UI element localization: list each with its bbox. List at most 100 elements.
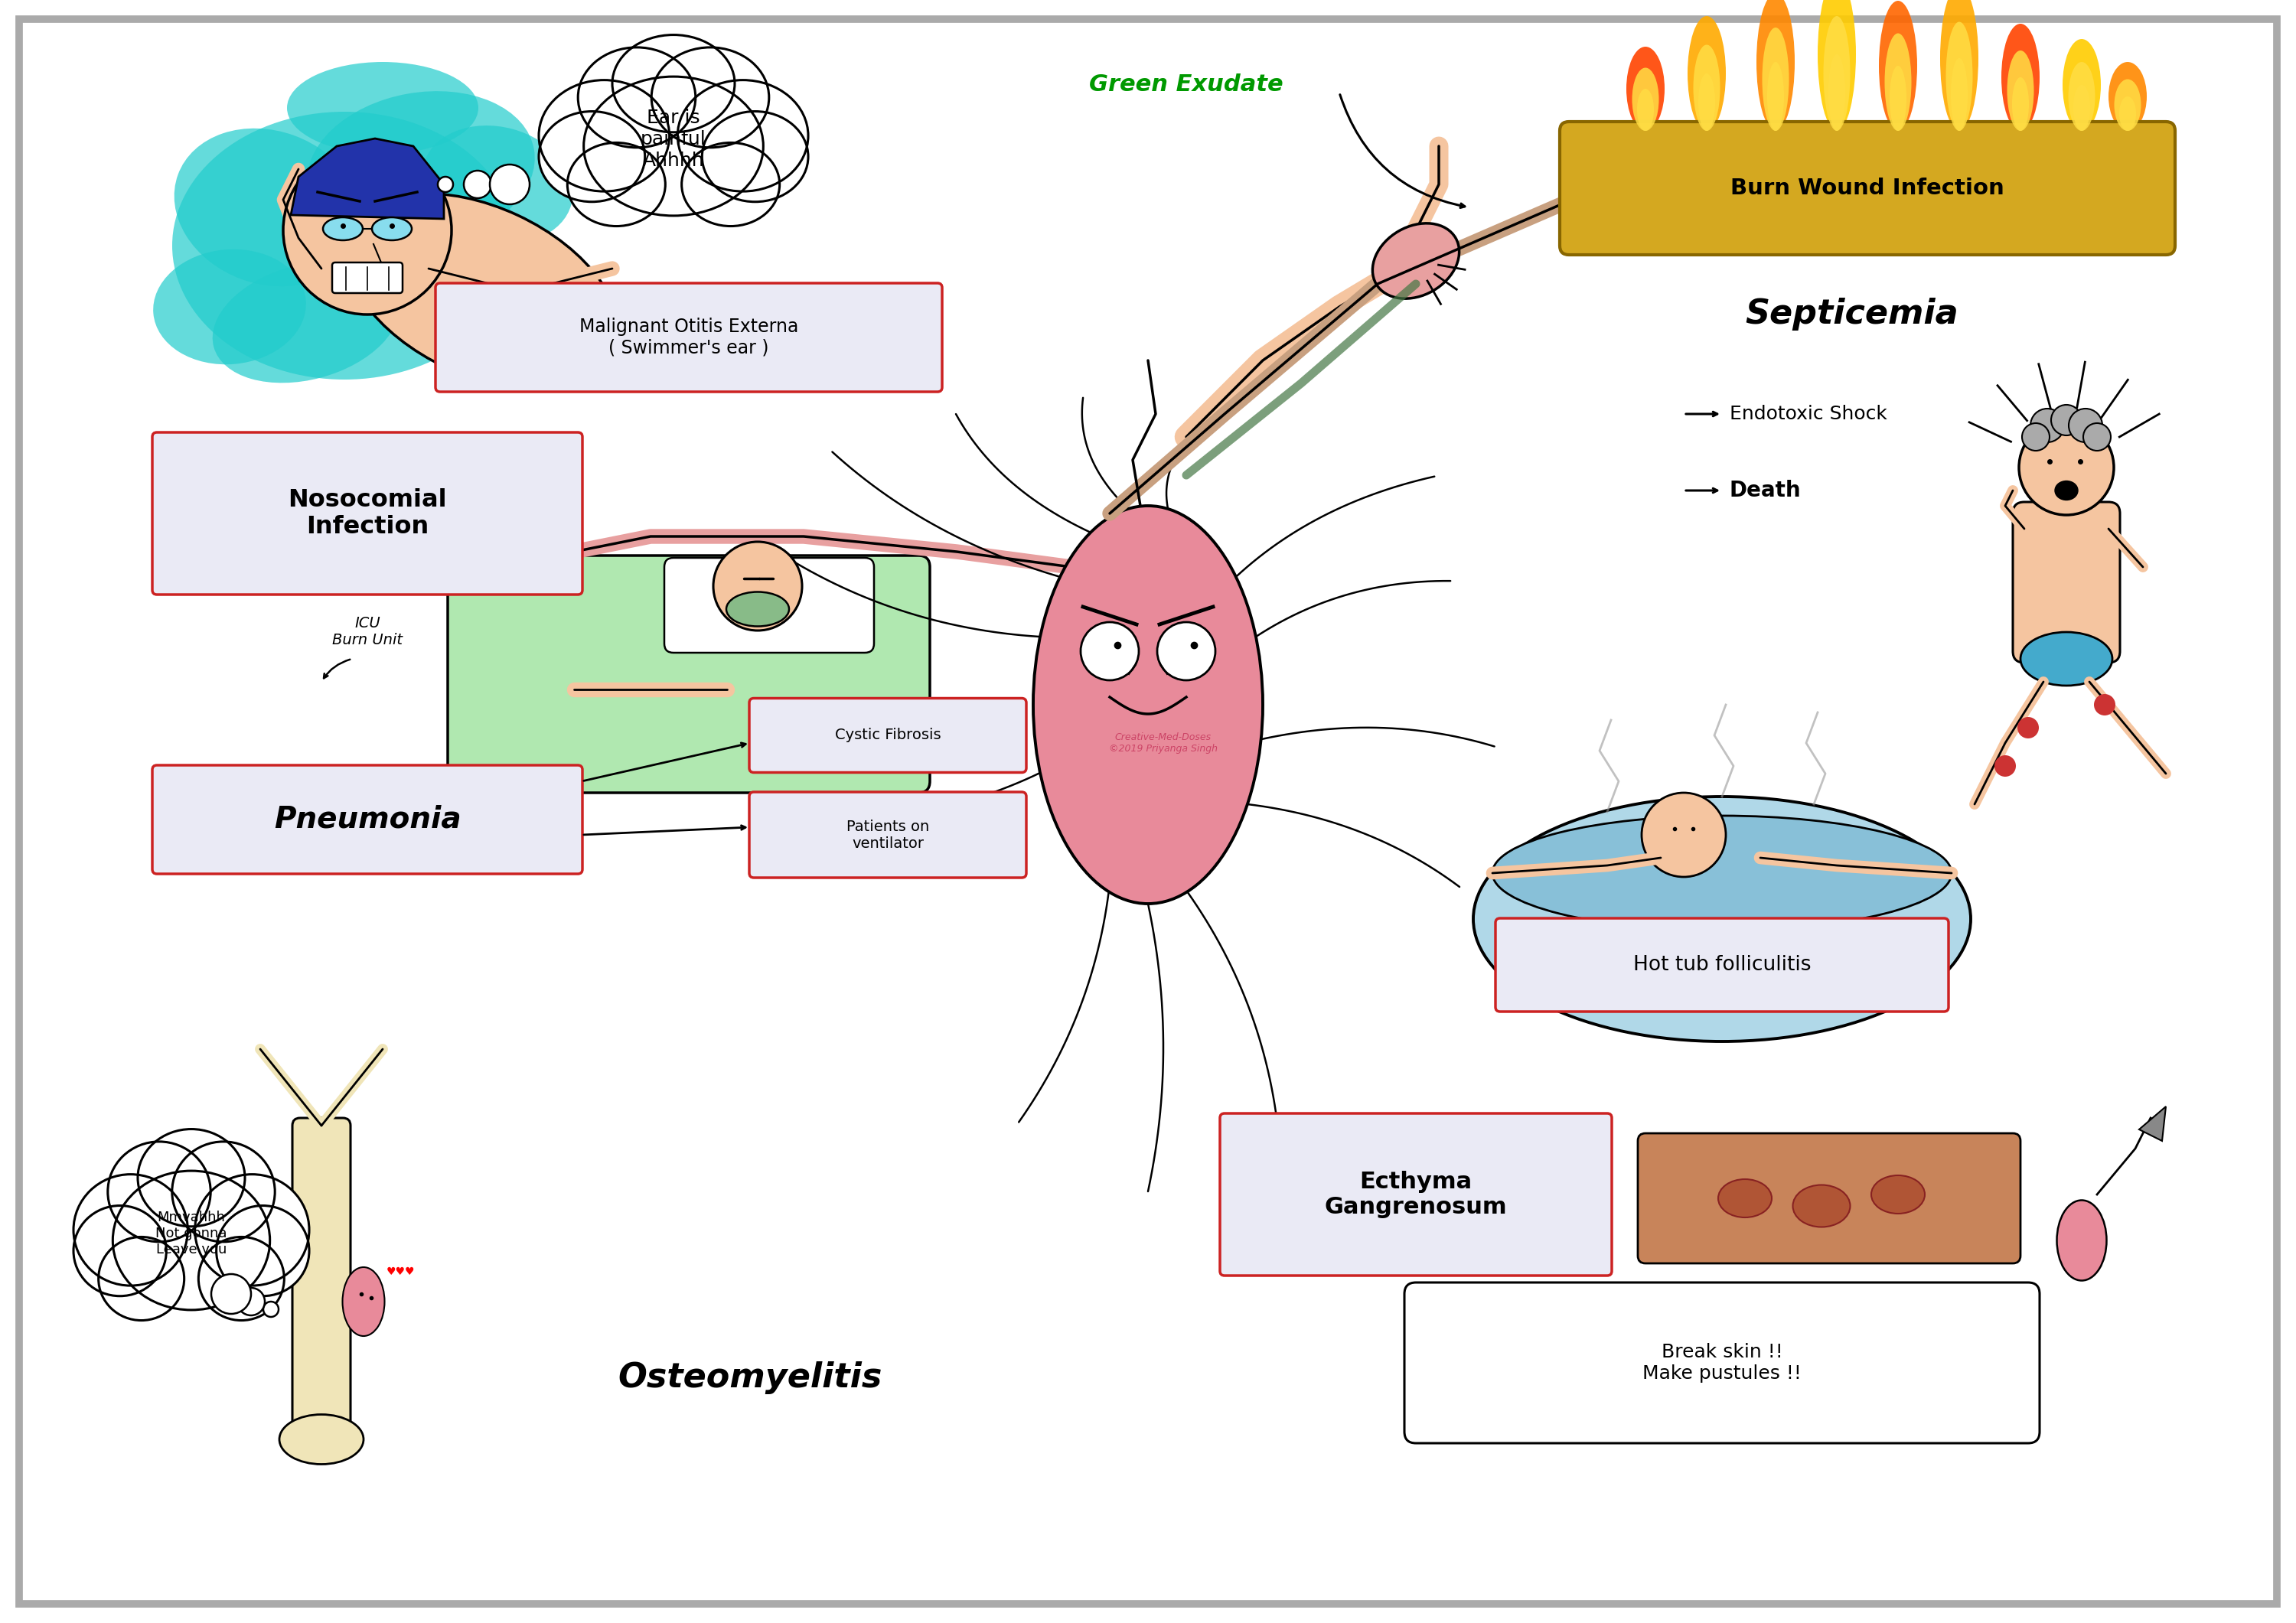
- Ellipse shape: [216, 1206, 310, 1297]
- Text: Green Exudate: Green Exudate: [1088, 73, 1283, 96]
- Ellipse shape: [372, 217, 411, 240]
- Text: Patients on
ventilator: Patients on ventilator: [847, 820, 930, 850]
- FancyBboxPatch shape: [292, 1118, 351, 1440]
- Ellipse shape: [1717, 1180, 1773, 1217]
- Circle shape: [1995, 755, 2016, 777]
- Ellipse shape: [1878, 0, 1917, 131]
- Circle shape: [714, 542, 801, 630]
- Ellipse shape: [172, 1141, 276, 1242]
- Ellipse shape: [1699, 73, 1715, 131]
- Ellipse shape: [2069, 62, 2094, 131]
- Circle shape: [236, 1287, 264, 1315]
- Ellipse shape: [521, 531, 581, 573]
- Polygon shape: [292, 138, 443, 219]
- Ellipse shape: [422, 125, 574, 243]
- Ellipse shape: [1952, 58, 1968, 131]
- Text: ♥♥♥: ♥♥♥: [386, 1266, 416, 1277]
- Text: Mmvahhh
Not gonna
Leave you: Mmvahhh Not gonna Leave you: [156, 1211, 227, 1256]
- Ellipse shape: [567, 143, 666, 226]
- Ellipse shape: [174, 128, 360, 286]
- Ellipse shape: [214, 261, 400, 383]
- Ellipse shape: [677, 80, 808, 192]
- Ellipse shape: [1945, 21, 1972, 131]
- Ellipse shape: [1793, 1185, 1851, 1227]
- Circle shape: [464, 170, 491, 198]
- Ellipse shape: [1474, 797, 1970, 1042]
- Ellipse shape: [308, 91, 535, 247]
- Ellipse shape: [1626, 47, 1665, 131]
- Polygon shape: [2140, 1107, 2165, 1141]
- FancyBboxPatch shape: [448, 555, 930, 792]
- Ellipse shape: [2108, 62, 2147, 131]
- Circle shape: [2069, 409, 2103, 443]
- Circle shape: [2018, 420, 2115, 514]
- Ellipse shape: [652, 47, 769, 148]
- Text: Pneumonia: Pneumonia: [273, 805, 461, 834]
- Circle shape: [2082, 424, 2110, 451]
- FancyBboxPatch shape: [748, 792, 1026, 878]
- FancyBboxPatch shape: [1405, 1282, 2039, 1443]
- Ellipse shape: [540, 80, 670, 192]
- Circle shape: [2050, 404, 2082, 435]
- Ellipse shape: [1940, 0, 1979, 131]
- Ellipse shape: [1373, 224, 1460, 299]
- Ellipse shape: [2057, 1201, 2108, 1281]
- Ellipse shape: [2011, 78, 2030, 131]
- FancyBboxPatch shape: [2014, 502, 2119, 662]
- Ellipse shape: [1692, 45, 1720, 131]
- Ellipse shape: [172, 112, 517, 380]
- Ellipse shape: [1885, 34, 1910, 131]
- Ellipse shape: [1828, 54, 1846, 131]
- FancyBboxPatch shape: [1559, 122, 2174, 255]
- Ellipse shape: [1768, 62, 1784, 131]
- Circle shape: [2094, 695, 2115, 716]
- Ellipse shape: [342, 1268, 386, 1336]
- Text: Septicemia: Septicemia: [1745, 299, 1958, 331]
- Text: Creative-Med-Doses
©2019 Priyanga Singh: Creative-Med-Doses ©2019 Priyanga Singh: [1109, 732, 1217, 753]
- Ellipse shape: [1763, 28, 1789, 131]
- Ellipse shape: [287, 62, 478, 154]
- Ellipse shape: [2055, 480, 2078, 500]
- Circle shape: [489, 164, 530, 204]
- Ellipse shape: [1637, 89, 1653, 131]
- Text: Endotoxic Shock: Endotoxic Shock: [1729, 404, 1887, 424]
- Ellipse shape: [2002, 24, 2039, 131]
- Circle shape: [2018, 717, 2039, 738]
- Text: Ear is
painful
Ahhhh: Ear is painful Ahhhh: [641, 109, 707, 170]
- Ellipse shape: [197, 1237, 285, 1321]
- Ellipse shape: [1756, 0, 1795, 131]
- Circle shape: [264, 1302, 278, 1316]
- Ellipse shape: [1688, 16, 1727, 131]
- Ellipse shape: [73, 1206, 165, 1297]
- Circle shape: [282, 146, 452, 315]
- Ellipse shape: [99, 1237, 184, 1321]
- Text: Ecthyma
Gangrenosum: Ecthyma Gangrenosum: [1325, 1170, 1506, 1219]
- Text: Nosocomial
Infection: Nosocomial Infection: [287, 489, 448, 539]
- Ellipse shape: [377, 214, 542, 354]
- FancyBboxPatch shape: [436, 282, 941, 391]
- FancyBboxPatch shape: [152, 764, 583, 873]
- FancyBboxPatch shape: [18, 19, 2278, 1604]
- Ellipse shape: [113, 1170, 271, 1310]
- FancyBboxPatch shape: [1219, 1113, 1612, 1276]
- Ellipse shape: [347, 193, 618, 390]
- Ellipse shape: [2007, 50, 2034, 131]
- Ellipse shape: [1492, 816, 1952, 930]
- Circle shape: [1081, 622, 1139, 680]
- Ellipse shape: [1632, 68, 1658, 131]
- Circle shape: [1157, 622, 1215, 680]
- Ellipse shape: [2119, 96, 2135, 131]
- Ellipse shape: [1823, 16, 1851, 131]
- Ellipse shape: [2062, 39, 2101, 131]
- Ellipse shape: [280, 1415, 363, 1464]
- Ellipse shape: [2020, 631, 2112, 685]
- Ellipse shape: [154, 250, 305, 365]
- Circle shape: [2030, 409, 2064, 443]
- Ellipse shape: [108, 1141, 211, 1242]
- Ellipse shape: [540, 112, 645, 201]
- Ellipse shape: [73, 1175, 188, 1285]
- Ellipse shape: [1871, 1175, 1924, 1214]
- FancyBboxPatch shape: [333, 263, 402, 294]
- FancyBboxPatch shape: [1637, 1133, 2020, 1263]
- Ellipse shape: [324, 217, 363, 240]
